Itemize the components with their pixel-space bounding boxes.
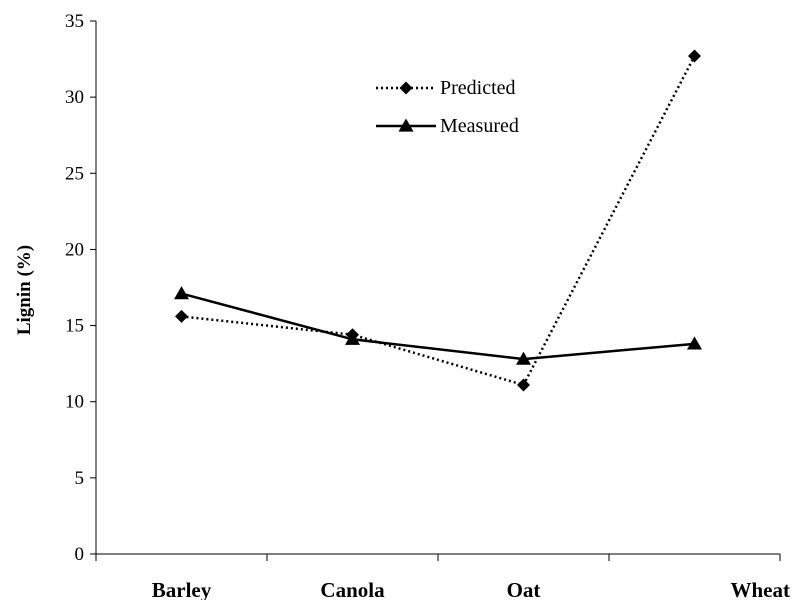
series-layer bbox=[174, 49, 702, 392]
legend-label-predicted: Predicted bbox=[440, 77, 516, 99]
y-tick-label: 15 bbox=[65, 316, 84, 337]
series-measured bbox=[174, 286, 702, 365]
data-point-measured bbox=[687, 336, 702, 350]
legend-marker-measured bbox=[398, 118, 414, 132]
data-point-measured bbox=[345, 331, 360, 345]
x-axis-ticks: Barley Canola Oat Wheat bbox=[95, 554, 791, 600]
data-point-measured bbox=[174, 286, 189, 300]
legend-marker-predicted bbox=[399, 81, 413, 95]
y-tick-label: 25 bbox=[65, 163, 84, 184]
y-tick-label: 30 bbox=[65, 87, 84, 108]
y-tick-label: 0 bbox=[75, 544, 85, 565]
data-point-predicted bbox=[517, 378, 530, 392]
series-predicted bbox=[175, 49, 701, 392]
axes bbox=[95, 21, 780, 555]
y-tick-label: 10 bbox=[65, 392, 84, 413]
y-axis-title: Lignin (%) bbox=[14, 245, 35, 335]
legend-label-measured: Measured bbox=[440, 115, 519, 137]
series-line-predicted bbox=[181, 55, 696, 387]
y-axis-ticks: 0 5 10 15 20 25 30 35 bbox=[65, 11, 96, 565]
x-tick-label: Wheat bbox=[731, 578, 791, 600]
x-tick-label: Barley bbox=[152, 578, 212, 600]
x-tick-label: Canola bbox=[320, 578, 385, 600]
y-tick-label: 35 bbox=[65, 11, 84, 32]
data-point-predicted bbox=[175, 309, 188, 323]
legend: Predicted Measured bbox=[376, 77, 519, 137]
data-point-measured bbox=[516, 351, 531, 365]
series-line-measured bbox=[181, 292, 695, 361]
data-point-predicted bbox=[688, 49, 701, 63]
y-tick-label: 5 bbox=[75, 468, 85, 489]
y-tick-label: 20 bbox=[65, 239, 84, 260]
x-tick-label: Oat bbox=[507, 578, 541, 600]
